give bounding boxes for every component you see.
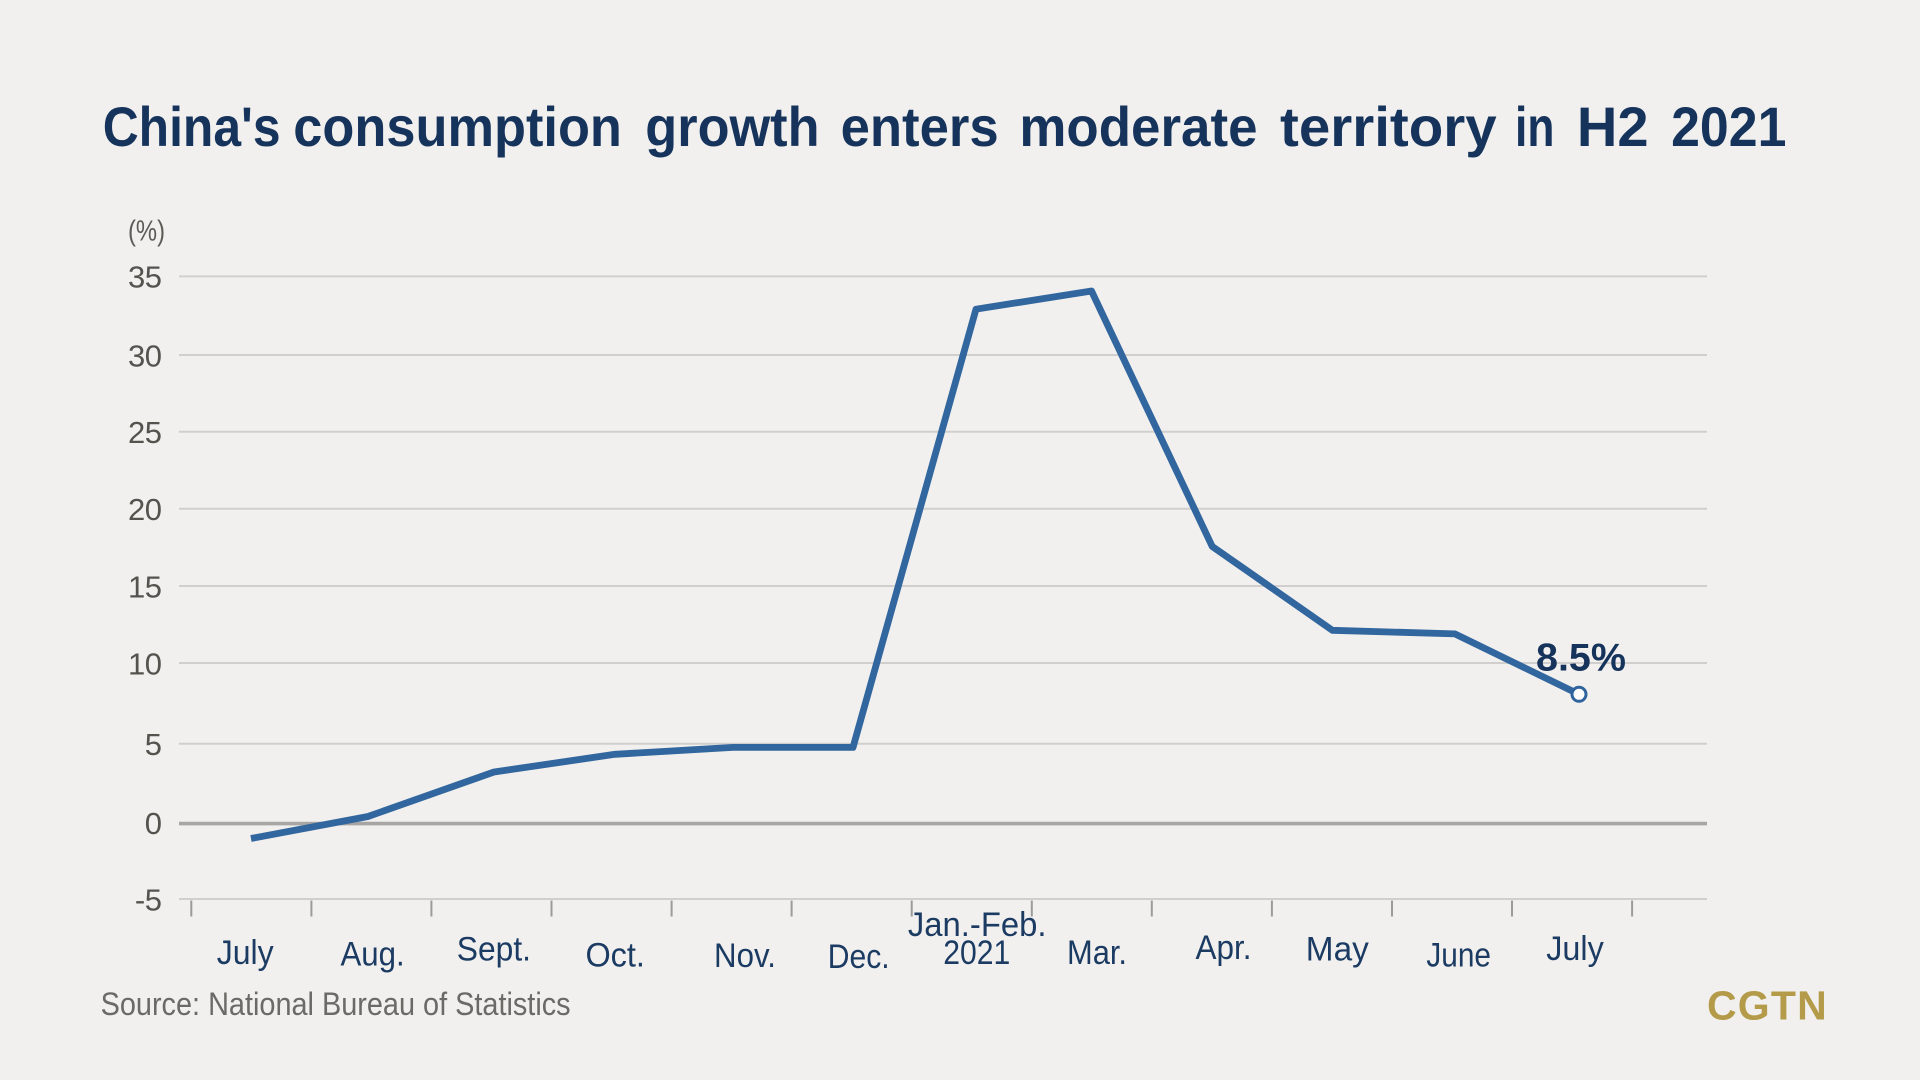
- svg-text:growth: growth: [645, 95, 819, 158]
- svg-text:30: 30: [128, 338, 162, 373]
- svg-text:(%): (%): [128, 216, 165, 248]
- svg-text:Apr.: Apr.: [1196, 929, 1252, 967]
- svg-text:territory: territory: [1280, 95, 1497, 158]
- svg-text:June: June: [1426, 936, 1491, 974]
- svg-text:25: 25: [128, 415, 161, 450]
- svg-text:2021: 2021: [943, 934, 1010, 972]
- svg-text:May: May: [1306, 930, 1369, 968]
- svg-text:15: 15: [128, 569, 161, 604]
- svg-text:Mar.: Mar.: [1067, 934, 1127, 972]
- svg-text:Nov.: Nov.: [714, 937, 776, 975]
- svg-text:H2: H2: [1577, 95, 1649, 158]
- svg-text:Dec.: Dec.: [828, 938, 890, 976]
- svg-text:July: July: [1546, 930, 1604, 968]
- svg-text:Sept.: Sept.: [457, 931, 531, 969]
- svg-text:8.5%: 8.5%: [1536, 637, 1626, 680]
- svg-text:Source: National Bureau of Sta: Source: National Bureau of Statistics: [101, 986, 571, 1022]
- svg-text:consumption: consumption: [293, 95, 622, 158]
- svg-text:Aug.: Aug.: [340, 936, 404, 974]
- svg-text:enters: enters: [841, 95, 999, 158]
- svg-text:35: 35: [128, 260, 161, 295]
- svg-text:20: 20: [128, 492, 162, 527]
- svg-text:CGTN: CGTN: [1707, 982, 1828, 1028]
- svg-text:Oct.: Oct.: [585, 937, 645, 975]
- svg-text:-5: -5: [135, 882, 162, 917]
- svg-text:0: 0: [145, 806, 162, 841]
- svg-text:in: in: [1515, 95, 1554, 158]
- svg-text:moderate: moderate: [1019, 95, 1257, 158]
- svg-text:10: 10: [128, 646, 162, 681]
- svg-text:China's: China's: [103, 95, 281, 158]
- svg-text:5: 5: [145, 727, 162, 762]
- svg-text:2021: 2021: [1671, 95, 1786, 158]
- svg-text:Jan.-Feb.: Jan.-Feb.: [908, 906, 1047, 944]
- svg-text:July: July: [217, 934, 274, 972]
